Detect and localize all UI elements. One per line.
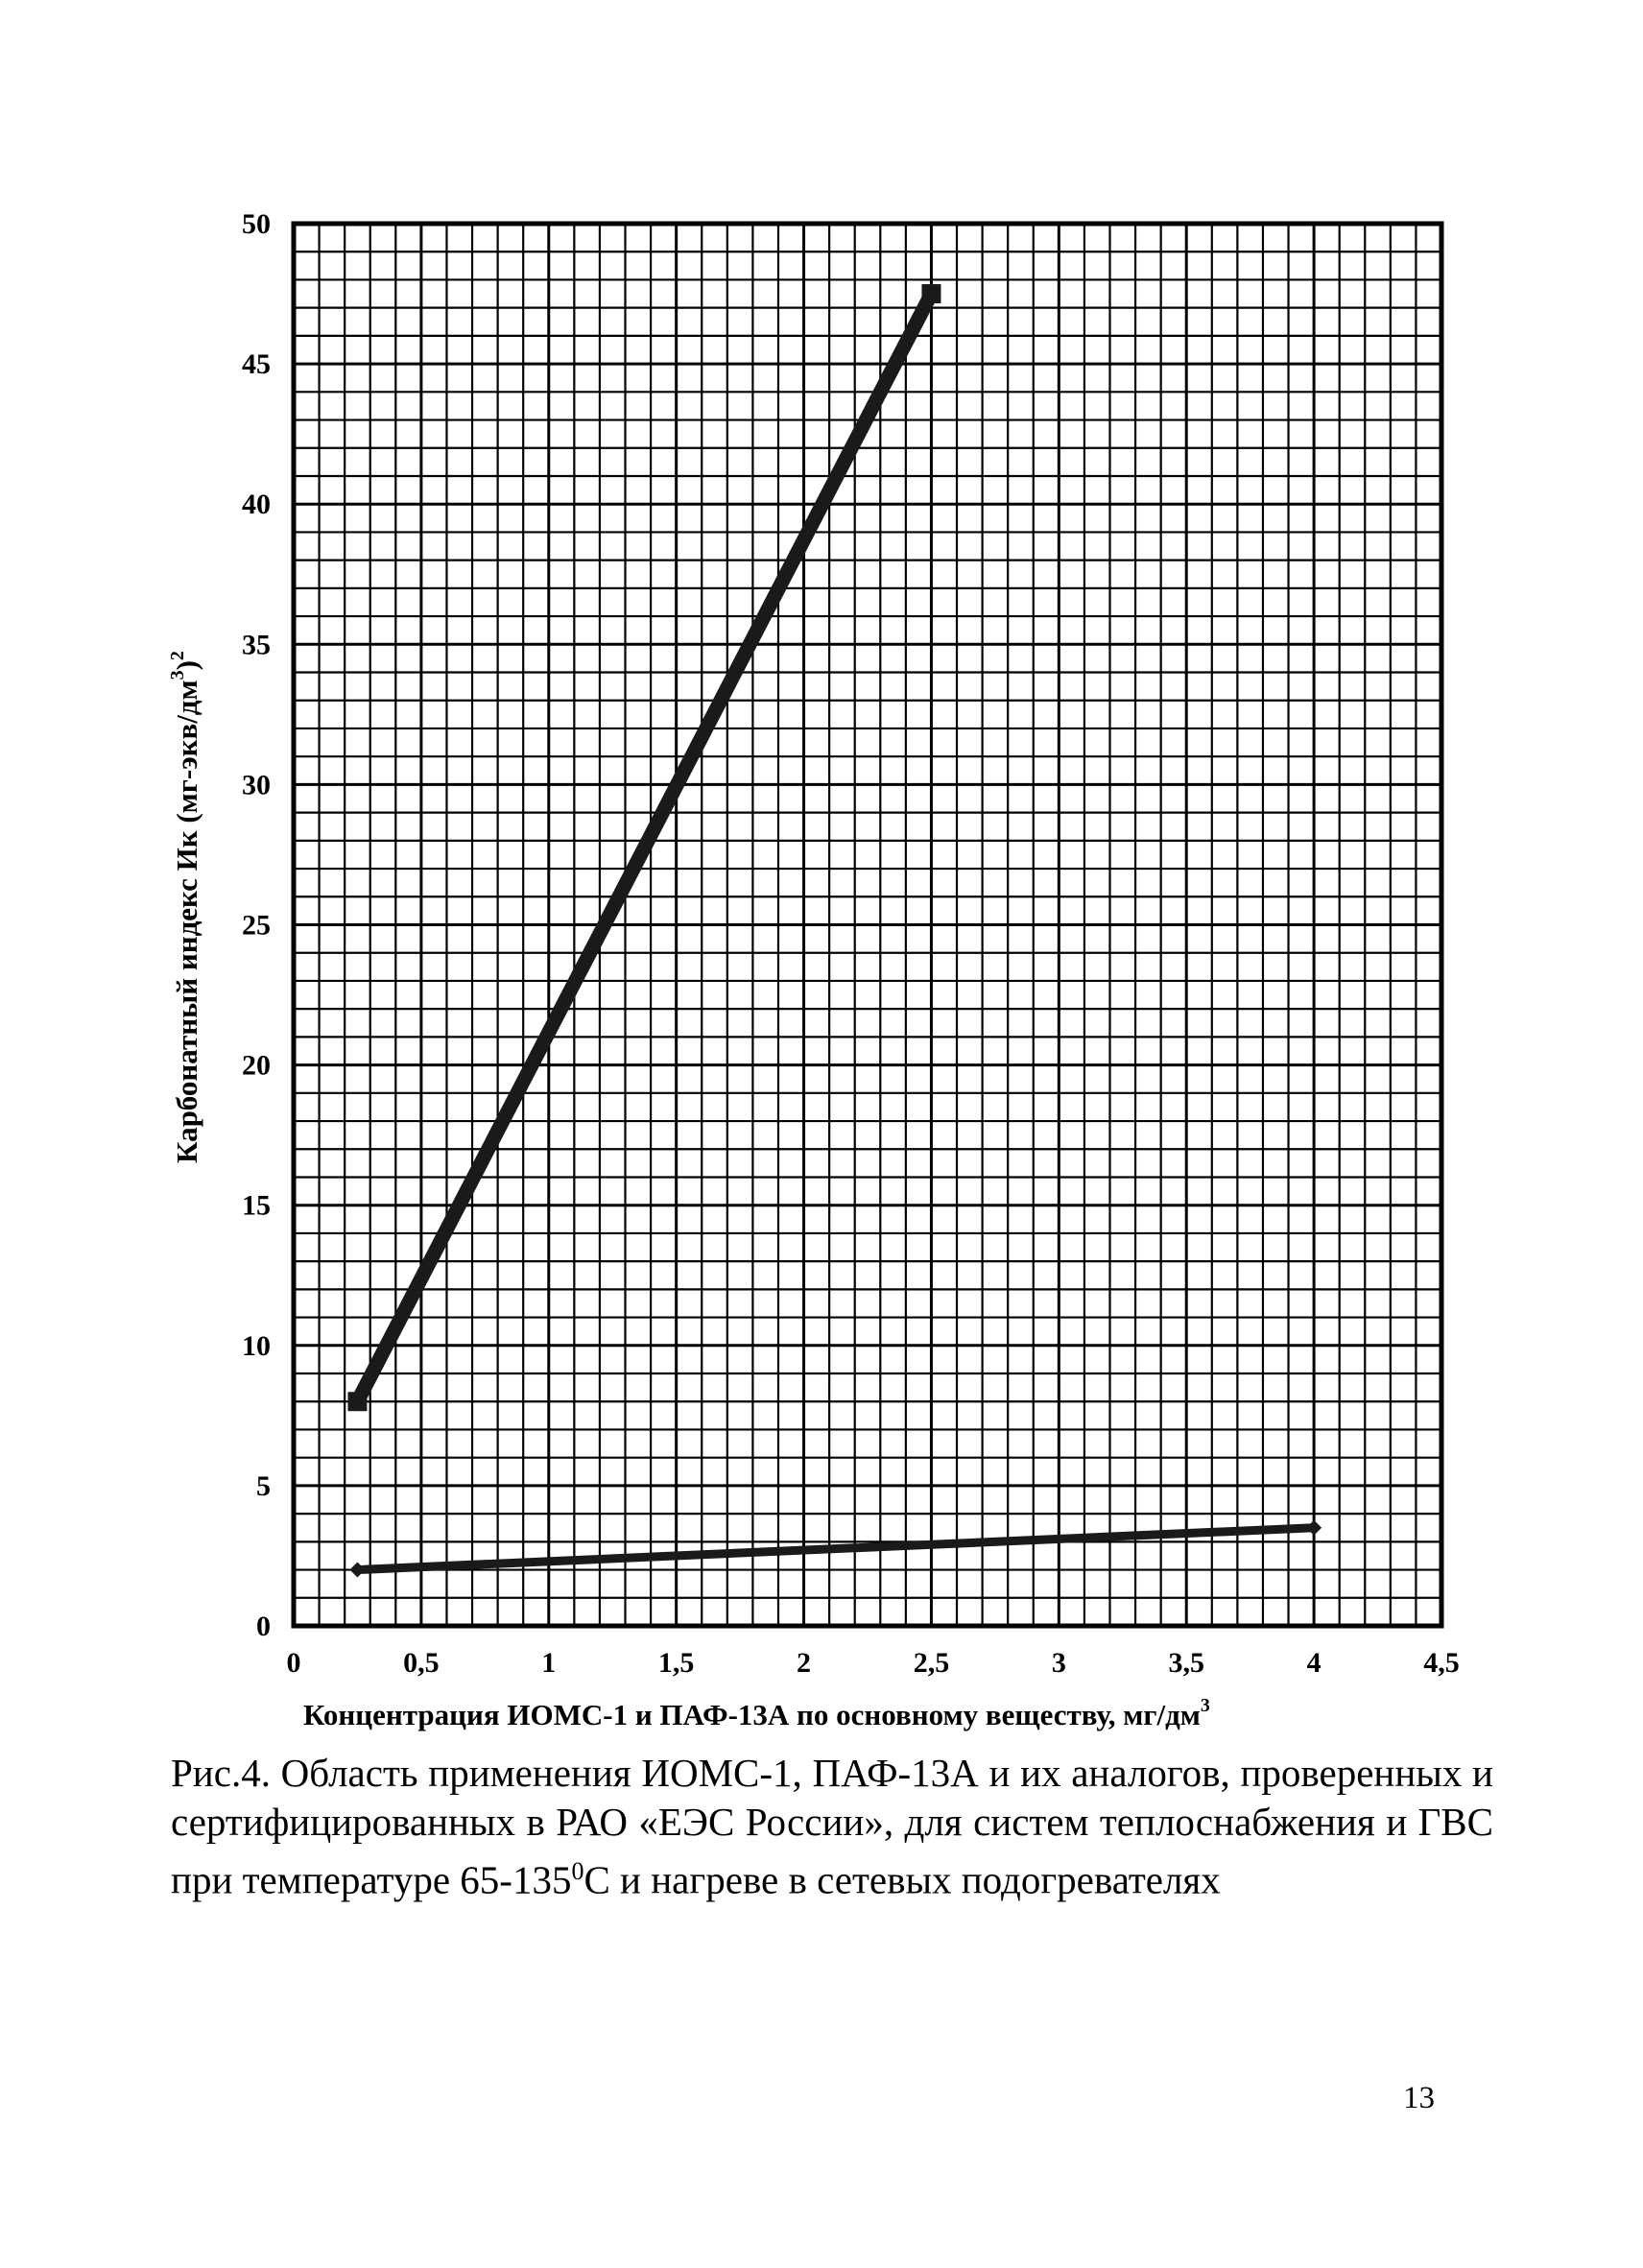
y-tick-label: 50 [242,208,271,240]
y-axis-tick-labels: 0 5 10 15 20 25 30 35 40 45 50 [242,208,271,1642]
x-axis-label: Концентрация ИОМС-1 и ПАФ-13А по основно… [303,1695,1210,1731]
y-axis-label-text: Карбонатный индекс Ик (мг-экв/дм [170,680,203,1163]
caption-text-end: С и нагреве в сетевых подогревателях [583,1857,1221,1902]
x-tick-label: 0,5 [403,1647,440,1679]
x-tick-label: 1,5 [658,1647,695,1679]
x-tick-label: 4 [1307,1647,1322,1679]
x-tick-label: 2 [797,1647,811,1679]
y-tick-label: 25 [242,910,271,942]
series-line [350,290,939,1405]
y-tick-label: 15 [242,1190,271,1222]
y-tick-label: 40 [242,489,271,520]
series-line [357,1523,1315,1575]
caption-text: Рис.4. Область применения ИОМС-1, ПАФ-13… [171,1751,1493,1902]
x-tick-label: 2,5 [914,1647,950,1679]
plot-area-frame [291,221,1444,1629]
y-axis-label-superscript-1: 3 [167,670,188,680]
x-tick-label: 4,5 [1423,1647,1460,1679]
y-tick-label: 5 [256,1470,271,1502]
caption-superscript: 0 [571,1857,584,1885]
grid-major-lines [294,224,1441,1626]
series-marker-diamond [349,1562,366,1578]
series-layer [347,284,1322,1578]
y-tick-label: 10 [242,1330,271,1362]
series-marker-square [921,284,941,304]
y-tick-label: 30 [242,769,271,800]
series-marker-square [347,1392,368,1412]
y-tick-label: 45 [242,348,271,380]
series-marker-diamond [1306,1519,1322,1536]
x-tick-label: 1 [541,1647,556,1679]
x-axis-tick-labels: 0 0,5 1 1,5 2 2,5 3 3,5 4 4,5 [287,1647,1460,1679]
page-number: 13 [1403,2081,1435,2115]
x-tick-label: 0 [287,1647,301,1679]
x-axis-label-superscript: 3 [1201,1695,1210,1716]
y-tick-label: 0 [256,1611,271,1642]
x-tick-label: 3,5 [1168,1647,1204,1679]
figure-caption: Рис.4. Область применения ИОМС-1, ПАФ-13… [171,1749,1493,1905]
y-axis-label-close: ) [170,660,203,670]
y-tick-label: 35 [242,629,271,660]
y-tick-label: 20 [242,1050,271,1082]
x-axis-label-text: Концентрация ИОМС-1 и ПАФ-13А по основно… [303,1698,1201,1731]
x-tick-label: 3 [1052,1647,1066,1679]
y-axis-label-superscript-2: 2 [167,651,188,660]
y-axis-label: Карбонатный индекс Ик (мг-экв/дм3)2 [167,651,203,1163]
